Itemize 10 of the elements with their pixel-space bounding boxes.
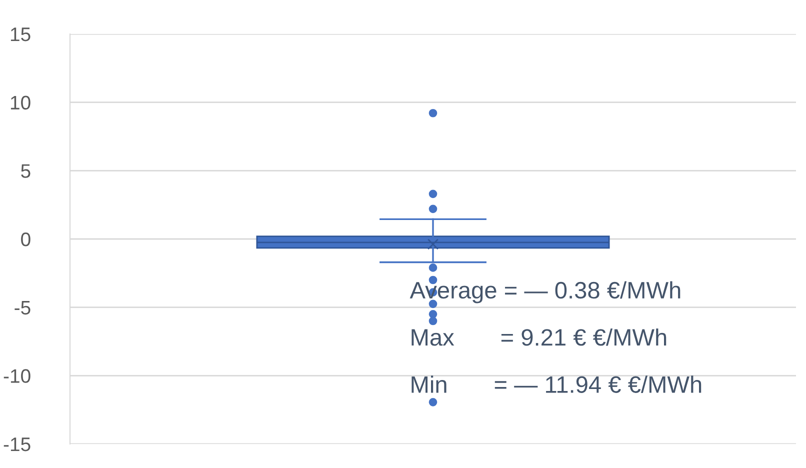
y-tick-label: 15 xyxy=(10,28,30,42)
y-tick-label: 5 xyxy=(21,164,30,178)
annotation: Min = — 11.94 € €/MWh xyxy=(412,376,702,393)
y-tick-label: -5 xyxy=(14,301,30,315)
y-tick-label: 10 xyxy=(10,96,30,110)
y-tick-label: 0 xyxy=(21,232,30,246)
annotation: Average = — 0.38 €/MWh xyxy=(410,281,680,304)
y-tick-label: -15 xyxy=(4,438,30,452)
annotation: Max = 9.21 € €/MWh xyxy=(412,328,666,346)
y-tick-label: -10 xyxy=(4,369,30,383)
